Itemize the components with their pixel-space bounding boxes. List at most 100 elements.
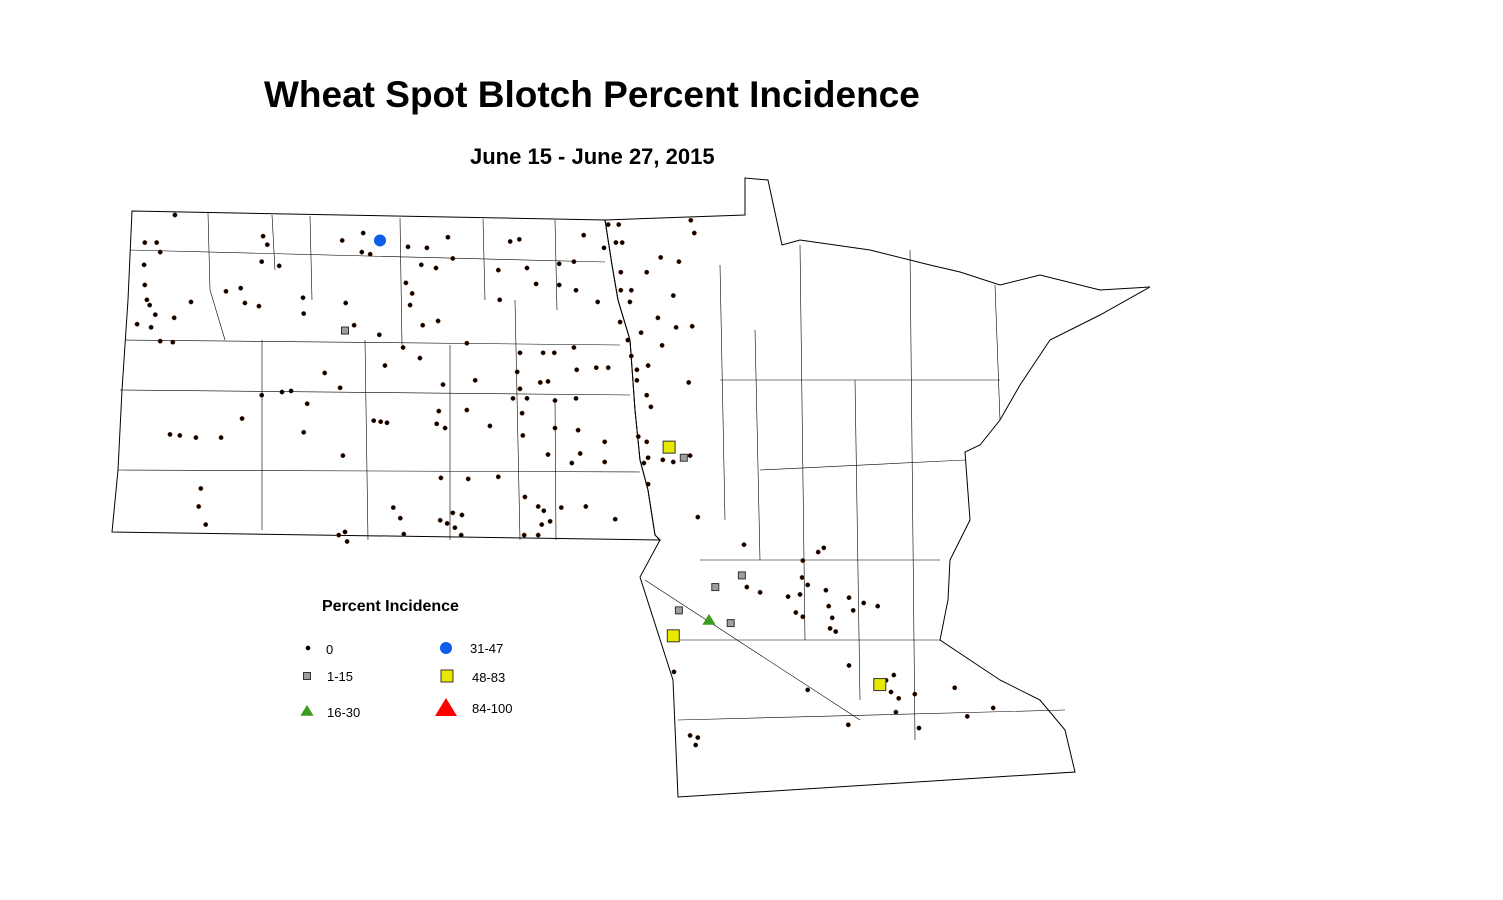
observation-point-0 <box>616 222 622 227</box>
observation-point-0 <box>223 288 229 294</box>
observation-point-0 <box>405 244 411 250</box>
observation-point-0 <box>154 240 160 246</box>
observation-point-0 <box>437 517 443 523</box>
observation-point-1-15 <box>711 583 720 592</box>
observation-point-0 <box>601 245 607 251</box>
observation-point-0 <box>556 261 562 267</box>
observation-point-0 <box>141 262 147 268</box>
observation-point-0 <box>378 419 384 425</box>
observation-point-0 <box>397 515 403 521</box>
observation-point-0 <box>693 742 699 748</box>
observation-point-0 <box>689 323 695 329</box>
observation-point-0 <box>517 386 523 392</box>
observation-point-0 <box>581 232 587 238</box>
observation-point-0 <box>545 378 551 384</box>
observation-point-0 <box>800 614 806 620</box>
observation-point-0 <box>170 339 176 345</box>
observation-point-0 <box>628 287 634 293</box>
observation-point-0 <box>571 345 577 350</box>
observation-point-1-15 <box>341 326 349 335</box>
observation-point-0 <box>459 512 465 518</box>
legend-label-0: 0 <box>326 642 334 657</box>
observation-point-0 <box>177 433 183 438</box>
observation-point-0 <box>264 242 270 248</box>
observation-point-0 <box>465 476 471 482</box>
observation-point-0 <box>573 287 579 293</box>
observation-point-0 <box>524 395 530 401</box>
observation-point-0 <box>605 365 611 371</box>
observation-point-0 <box>440 382 446 388</box>
observation-point-0 <box>547 518 553 524</box>
observation-point-0 <box>152 312 158 318</box>
observation-point-0 <box>757 589 763 595</box>
observation-point-0 <box>343 300 349 306</box>
observation-point-0 <box>464 407 470 413</box>
observation-point-0 <box>573 395 579 401</box>
observation-point-0 <box>583 504 589 509</box>
observation-point-0 <box>612 516 618 522</box>
observation-point-0 <box>618 269 624 275</box>
observation-point-0 <box>487 423 493 429</box>
legend-symbol-16-30 <box>300 705 314 716</box>
observation-point-0 <box>556 282 562 288</box>
legend-symbol-48-83 <box>440 669 454 683</box>
observation-point-0 <box>846 595 852 601</box>
legend-label-84-100: 84-100 <box>472 701 513 716</box>
observation-point-0 <box>435 318 441 324</box>
legend-symbol-0 <box>305 645 311 651</box>
observation-point-0 <box>821 545 827 551</box>
observation-point-0 <box>577 451 583 456</box>
observation-point-0 <box>144 297 150 303</box>
observation-point-31-47 <box>374 234 386 247</box>
observation-point-0 <box>452 525 458 531</box>
observation-point-0 <box>659 342 665 348</box>
observation-point-0 <box>384 420 390 426</box>
observation-point-0 <box>339 237 345 243</box>
observation-point-0 <box>342 529 348 535</box>
observation-point-0 <box>521 532 527 538</box>
legend-label-48-83: 48-83 <box>472 670 506 685</box>
observation-point-0 <box>634 377 640 383</box>
observation-point-0 <box>829 615 835 621</box>
legend-symbols <box>300 642 457 716</box>
observation-point-0 <box>371 418 377 424</box>
observation-point-0 <box>619 240 625 246</box>
observation-point-0 <box>545 452 551 458</box>
observation-point-0 <box>618 287 624 293</box>
observation-point-0 <box>648 404 654 410</box>
observation-point-0 <box>445 234 451 240</box>
observation-point-0 <box>442 425 448 431</box>
observation-point-0 <box>520 433 526 438</box>
observation-point-0 <box>279 389 285 395</box>
state-boundaries <box>111 177 1151 798</box>
observation-point-16-30 <box>702 613 716 625</box>
observation-point-0 <box>644 439 650 445</box>
observation-point-0 <box>541 508 547 514</box>
observation-point-0 <box>552 425 558 431</box>
observation-point-0 <box>172 212 178 218</box>
observation-point-0 <box>171 315 177 321</box>
observation-point-0 <box>438 475 444 481</box>
observation-point-0 <box>337 385 343 391</box>
observation-point-0 <box>301 429 307 435</box>
observation-point-0 <box>409 290 415 296</box>
observation-points <box>134 212 996 748</box>
observation-point-0 <box>687 733 693 738</box>
observation-point-0 <box>602 459 608 465</box>
observation-point-0 <box>990 705 996 711</box>
observation-point-0 <box>495 267 501 273</box>
observation-point-0 <box>695 514 701 520</box>
observation-point-0 <box>417 355 423 361</box>
observation-point-0 <box>495 474 501 480</box>
observation-point-0 <box>605 222 611 227</box>
observation-point-0 <box>964 713 970 719</box>
minnesota-outline <box>604 177 1151 798</box>
observation-point-0 <box>522 494 528 500</box>
observation-point-0 <box>193 435 199 441</box>
observation-point-0 <box>256 303 262 309</box>
observation-point-0 <box>799 575 805 580</box>
observation-point-0 <box>300 295 306 301</box>
observation-point-0 <box>916 725 922 731</box>
observation-point-0 <box>540 350 546 356</box>
observation-point-0 <box>625 337 631 343</box>
